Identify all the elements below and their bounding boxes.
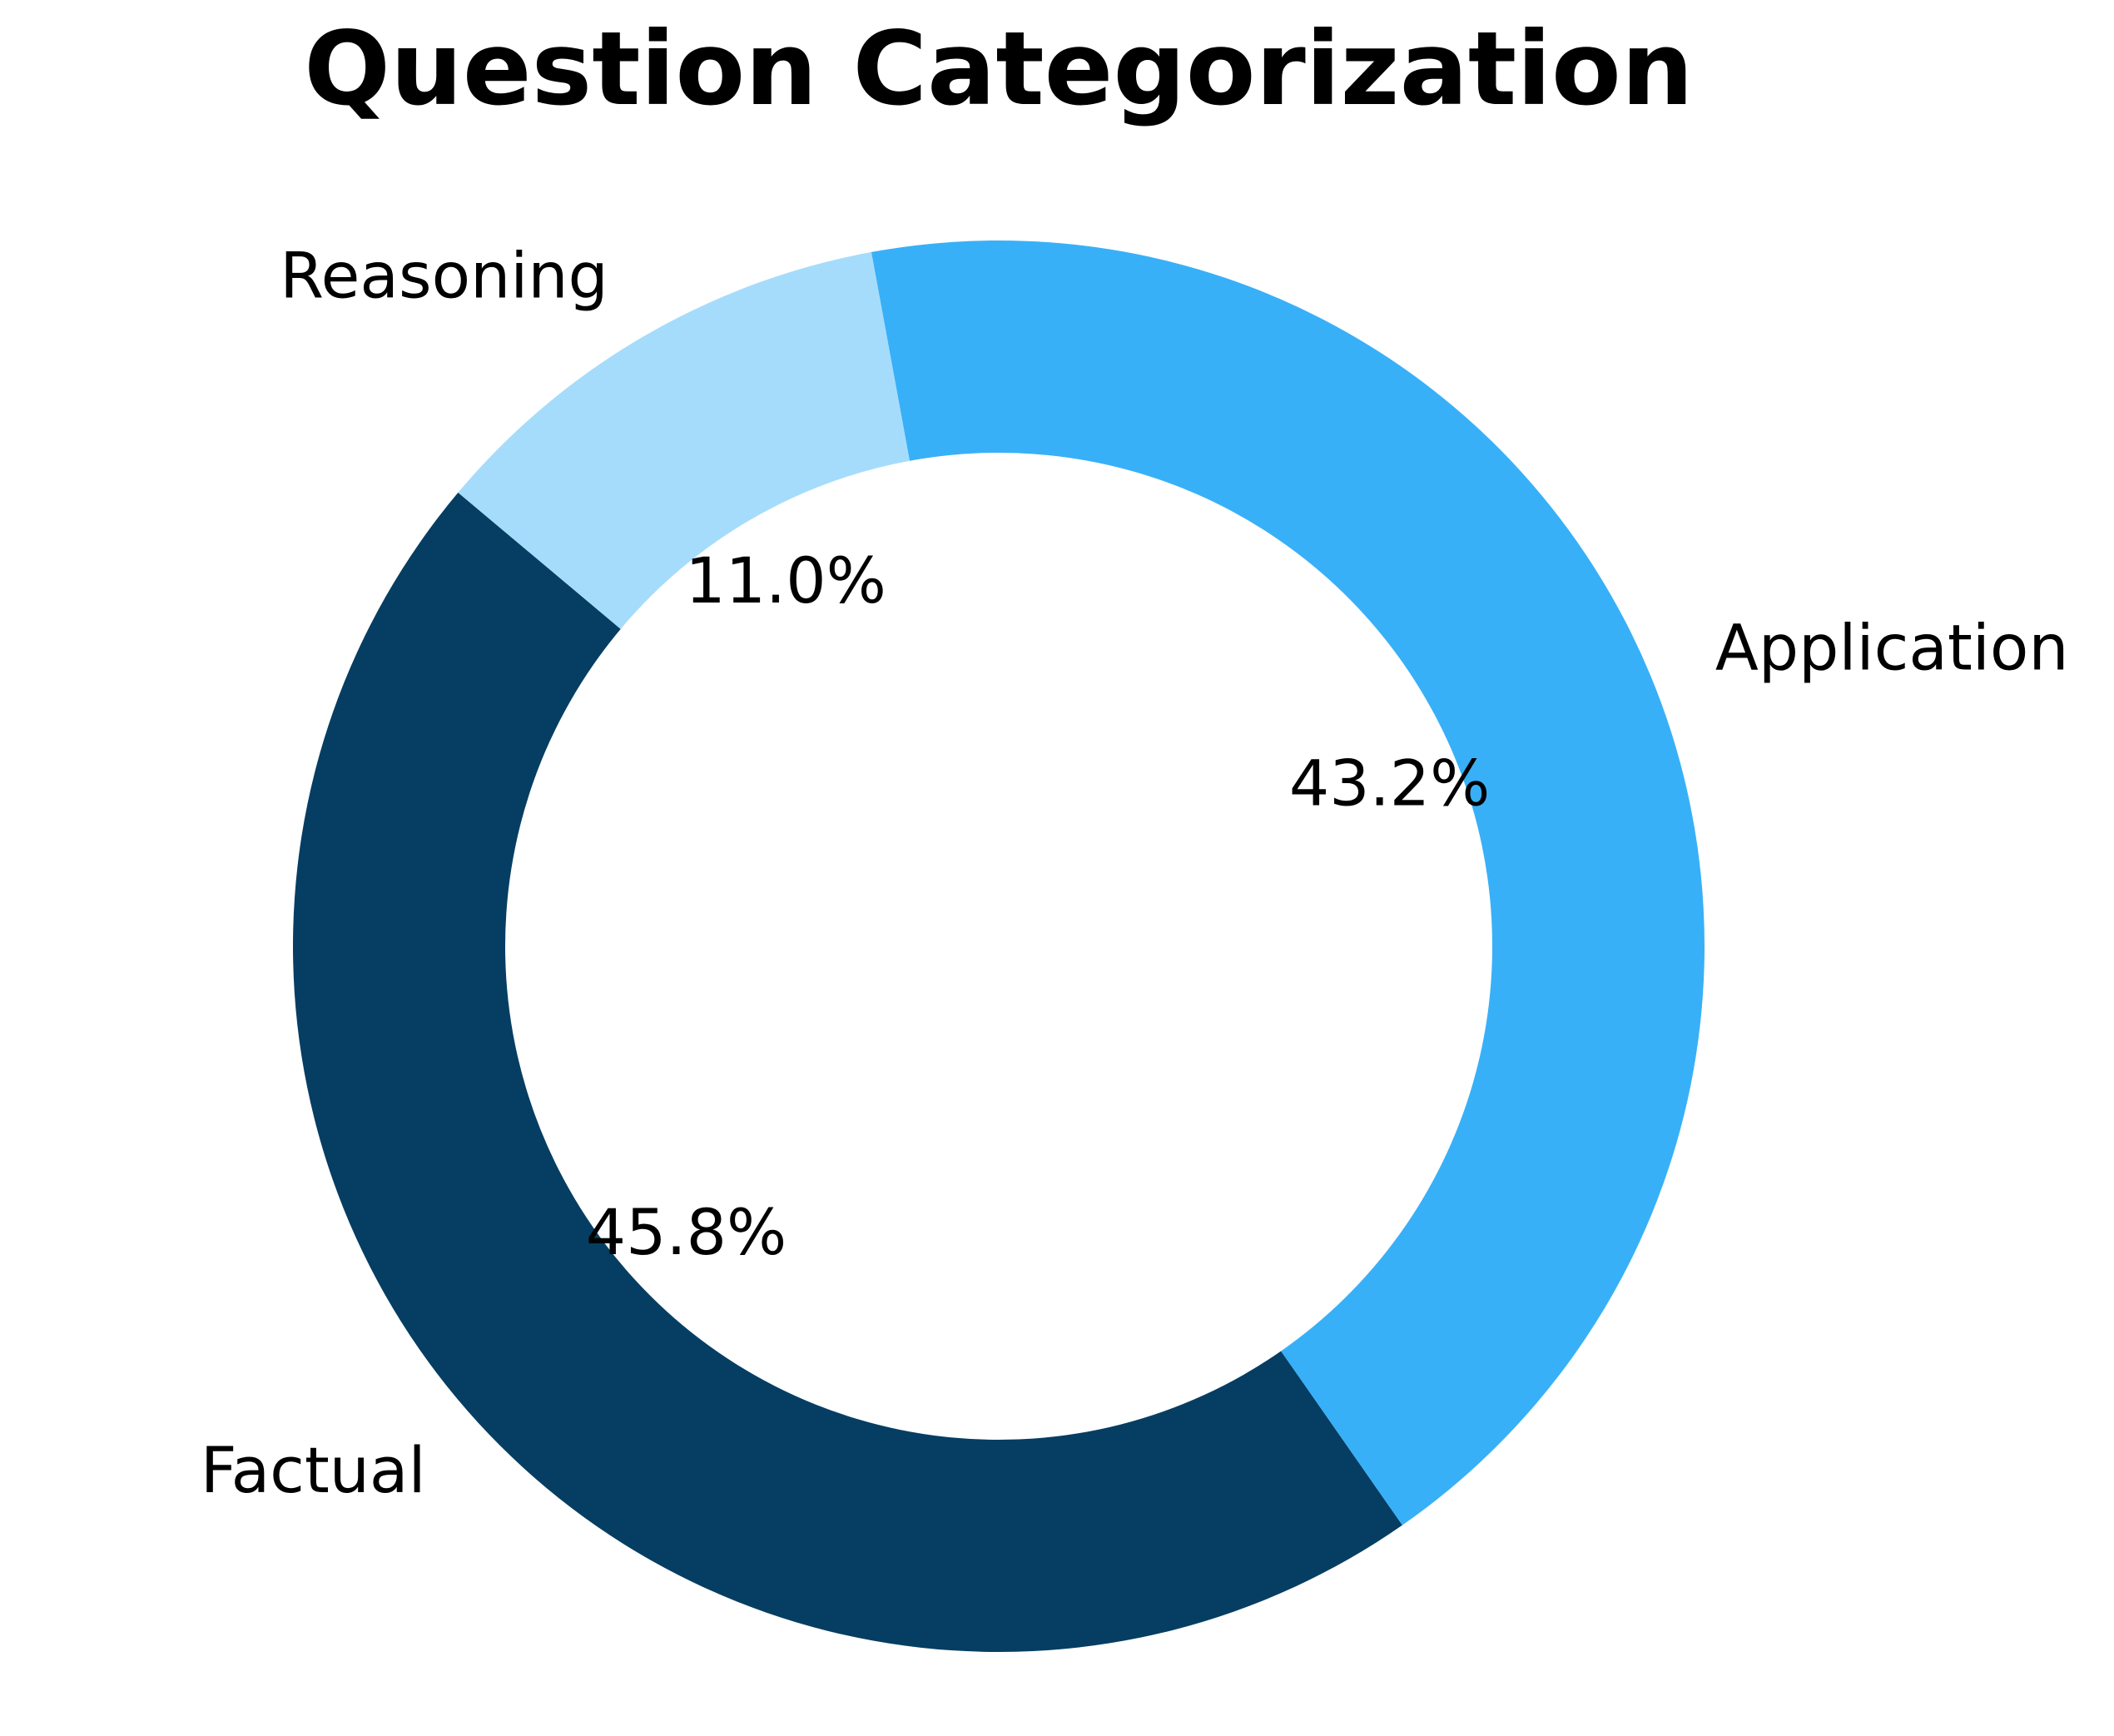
pct-label-factual: 45.8% bbox=[586, 1195, 787, 1269]
slice-labels: Factual 45.8% Application 43.2% Reasoning 11.… bbox=[201, 238, 2069, 1507]
label-factual: Factual bbox=[201, 1433, 426, 1507]
slice-application bbox=[871, 241, 1705, 1525]
pct-label-reasoning: 11.0% bbox=[685, 543, 886, 618]
donut-slices bbox=[293, 241, 1705, 1653]
chart-title: Question Categorization bbox=[304, 10, 1693, 128]
pct-label-application: 43.2% bbox=[1289, 746, 1490, 821]
slice-reasoning bbox=[458, 251, 910, 629]
label-reasoning: Reasoning bbox=[280, 238, 608, 312]
slice-factual bbox=[293, 492, 1402, 1653]
label-application: Application bbox=[1715, 610, 2069, 684]
